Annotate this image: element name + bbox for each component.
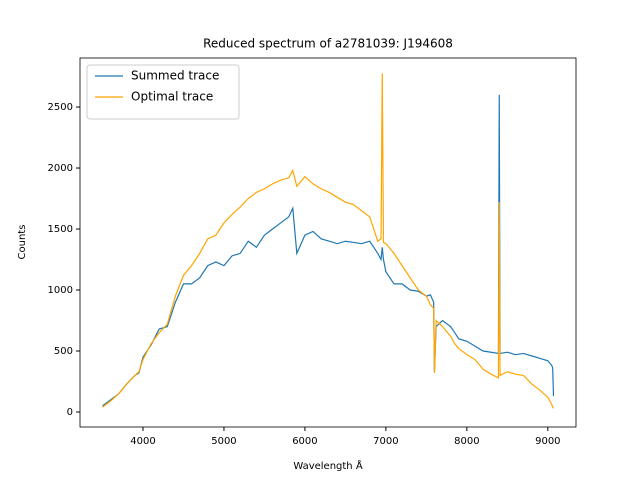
x-axis-label: Wavelength Å: [293, 459, 363, 472]
x-tick-label: 8000: [454, 436, 479, 447]
x-tick-label: 9000: [535, 436, 560, 447]
y-tick-label: 1000: [48, 285, 73, 296]
chart-title: Reduced spectrum of a2781039: J194608: [203, 37, 453, 51]
plot-frame: [79, 57, 577, 428]
x-tick-label: 4000: [130, 436, 155, 447]
y-tick-label: 2500: [48, 102, 73, 113]
y-tick-label: 0: [67, 407, 73, 418]
x-tick-label: 7000: [373, 436, 398, 447]
data-line: [102, 94, 555, 407]
y-tick-label: 500: [54, 346, 73, 357]
data-line: [102, 73, 554, 409]
y-axis-label: Counts: [17, 225, 28, 260]
y-tick-label: 1500: [48, 224, 73, 235]
x-tick-label: 6000: [292, 436, 317, 447]
legend-label: Summed trace: [131, 69, 219, 83]
y-tick-label: 2000: [48, 163, 73, 174]
legend-box: [86, 64, 240, 120]
legend-label: Optimal trace: [131, 90, 213, 104]
x-tick-label: 5000: [211, 436, 236, 447]
